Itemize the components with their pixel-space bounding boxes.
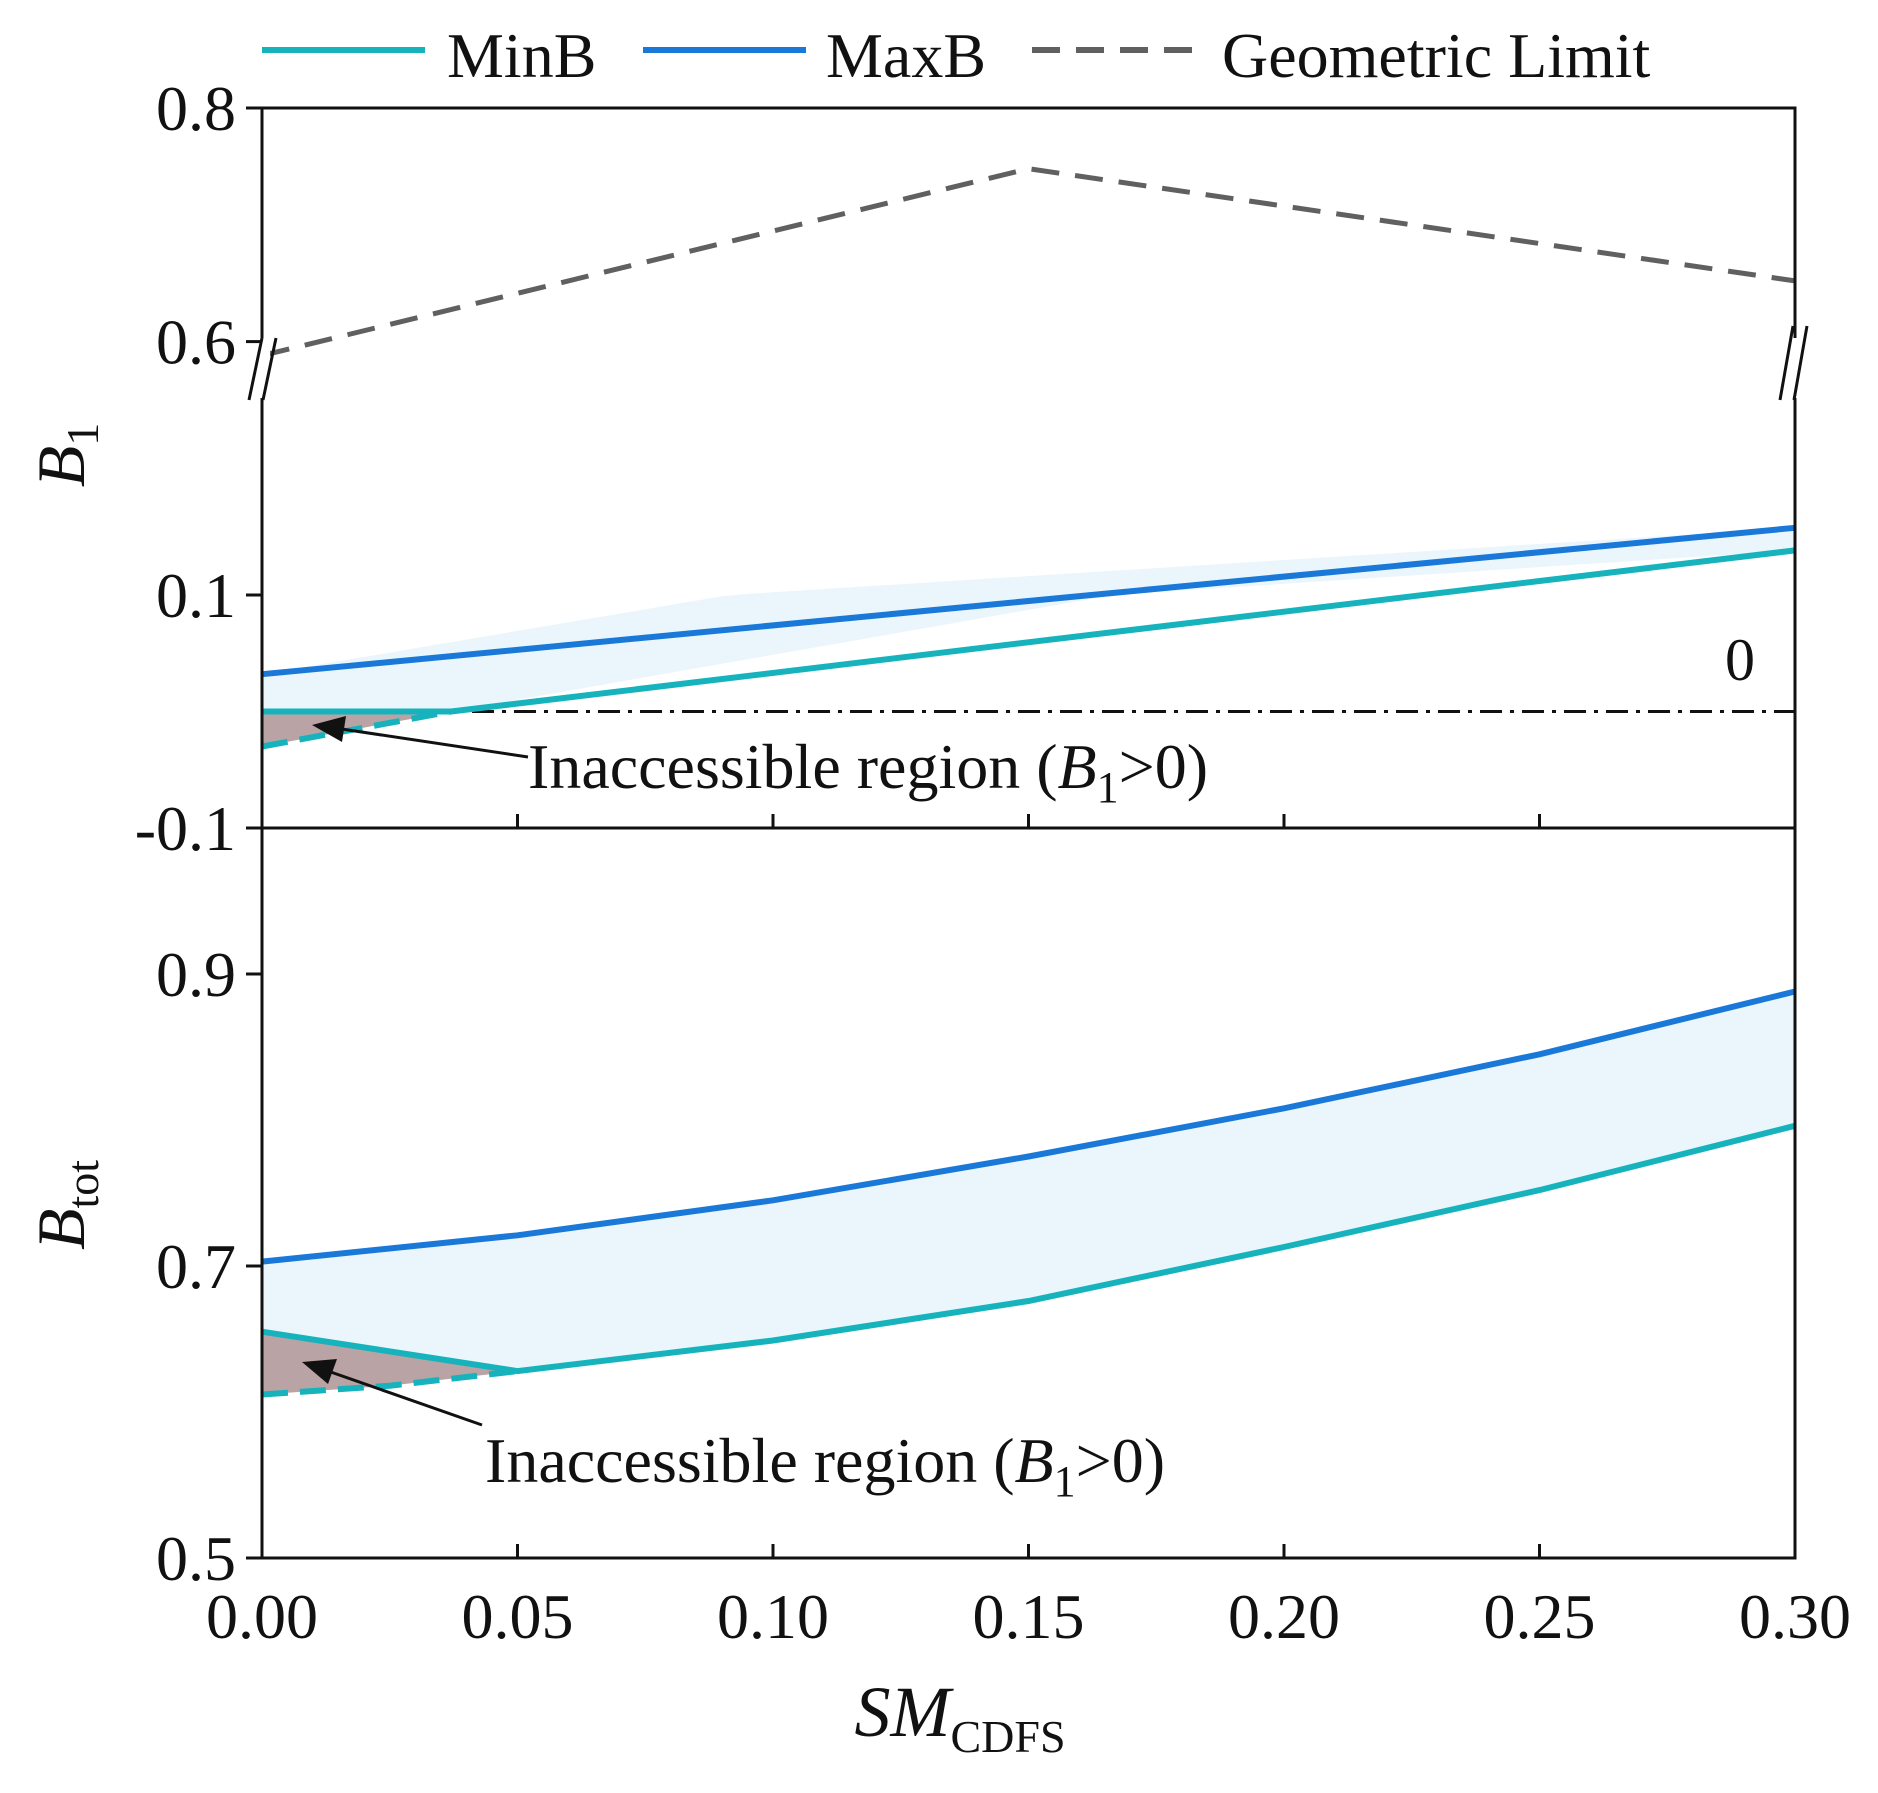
x-tick-label: 0.05: [462, 1581, 574, 1652]
legend: MinB MaxB Geometric Limit: [262, 20, 1651, 91]
panel-b1-break-mark-right-2: [1792, 325, 1809, 401]
panel-btot-y-ticks: 0.5 0.7 0.9: [156, 939, 262, 1594]
panel-b1-y-tick-label: 0.1: [156, 560, 236, 631]
panel-btot-band-fill: [262, 991, 1795, 1372]
legend-limit-label: Geometric Limit: [1222, 20, 1651, 91]
panel-btot-minb-line: [261, 1122, 1796, 1375]
panel-b1-y-tick-label: -0.1: [135, 793, 236, 864]
panel-b1-annotation-arrowhead: [312, 716, 346, 742]
panel-b1-geometric-limit-line: [261, 166, 1796, 359]
panel-btot-y-tick-label: 0.9: [156, 939, 236, 1010]
legend-maxb-label: MaxB: [826, 20, 986, 91]
x-tick-label: 0.15: [973, 1581, 1085, 1652]
panel-b1-y-tick-label: 0.8: [156, 73, 236, 144]
panel-btot-annotation-text: Inaccessible region (B1>0): [485, 1425, 1165, 1506]
panel-b1-y-ticks: -0.1 0.1 0.6 0.8: [135, 73, 262, 864]
panel-b1-break-gap-left: [256, 338, 270, 398]
panel-b1-frame: [260, 106, 1797, 830]
panel-btot-y-axis-label: Btot: [23, 1160, 108, 1250]
panel-btot-y-tick-label: 0.5: [156, 1523, 236, 1594]
panel-b1-annotation-arrow: [334, 726, 529, 759]
panel-b1-fills: [262, 527, 1795, 747]
legend-minb-label: MinB: [447, 20, 596, 91]
panel-b1-break-mark-right-1: [1778, 325, 1795, 401]
panel-b1-zero-label: 0: [1725, 627, 1755, 693]
panel-b1-annotation-text: Inaccessible region (B1>0): [528, 731, 1208, 812]
x-tick-label: 0.00: [206, 1581, 318, 1652]
panel-b1-y-axis-label: B1: [23, 423, 108, 488]
x-tick-label: 0.20: [1228, 1581, 1340, 1652]
panel-b1-break-mark-left-1: [247, 337, 264, 401]
panel-b1-inaccessible-fill: [262, 711, 452, 747]
panel-btot: 0.5 0.7 0.9 Btot Inaccessible region (B1>0…: [23, 826, 1797, 1594]
x-axis-label: SMCDFS: [854, 1672, 1065, 1762]
panel-btot-y-tick-label: 0.7: [156, 1231, 236, 1302]
panel-b1-y-tick-label: 0.6: [156, 307, 236, 378]
panel-btot-minb-dashed-line: [261, 1368, 518, 1398]
panel-b1-minb-dashed-line: [261, 708, 452, 750]
panel-btot-fills: [262, 991, 1795, 1395]
x-axis-ticks: 0.00 0.05 0.10 0.15 0.20 0.25 0.30: [206, 814, 1851, 1652]
x-tick-label: 0.25: [1484, 1581, 1596, 1652]
panel-b1-maxb-line: [261, 524, 1796, 678]
panel-btot-maxb-line: [261, 988, 1796, 1265]
panel-b1-break-mark-left-2: [261, 337, 278, 401]
x-tick-label: 0.30: [1739, 1581, 1851, 1652]
panel-btot-annotation-arrow: [324, 1368, 483, 1427]
panel-b1: -0.1 0.1 0.6 0.8 0 B1 Inaccessible region (…: [23, 73, 1809, 864]
x-tick-label: 0.10: [717, 1581, 829, 1652]
panel-b1-band-fill: [262, 527, 1795, 712]
panel-btot-annotation-arrowhead: [302, 1359, 337, 1384]
